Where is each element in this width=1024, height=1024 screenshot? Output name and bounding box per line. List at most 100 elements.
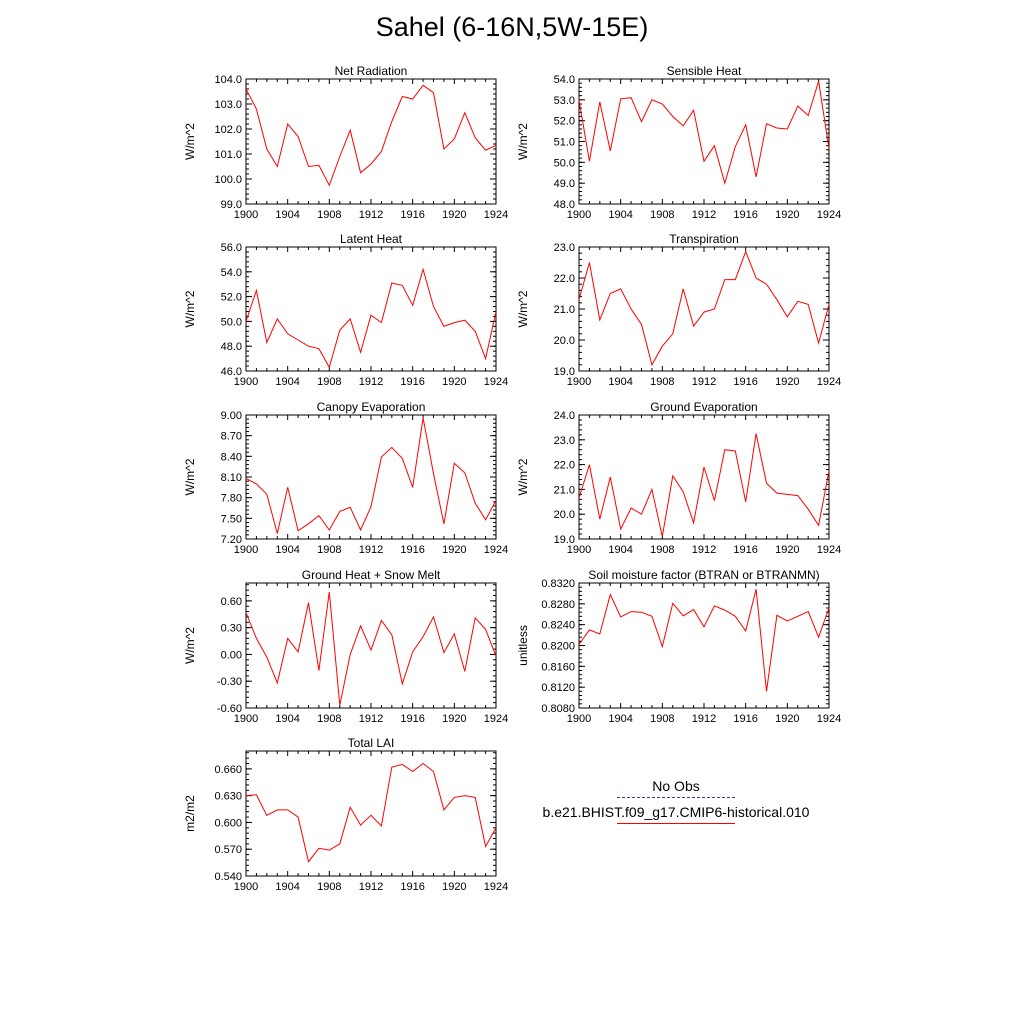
y-tick-label: 21.0 [554,304,575,316]
x-tick-label: 1924 [484,209,508,221]
y-tick-label: -0.60 [217,703,242,715]
series-line-1 [245,267,497,369]
y-tick-label: 0.540 [214,871,242,883]
y-tick-label: 0.8240 [541,620,575,632]
y-tick-label: 0.8080 [541,703,575,715]
y-tick-label: 9.00 [221,410,242,422]
series-line-1 [245,84,497,187]
series-line-1 [578,433,830,537]
y-tick-label: 49.0 [554,178,575,190]
x-tick-label: 1900 [234,376,258,388]
y-axis-label: W/m^2 [183,458,197,495]
y-tick-label: 50.0 [221,316,242,328]
y-tick-label: 0.8320 [541,578,575,590]
y-tick-label: 101.0 [214,149,242,161]
y-tick-label: 22.0 [554,273,575,285]
y-tick-label: 99.0 [221,199,242,211]
x-tick-label: 1912 [692,713,716,725]
x-tick-label: 1904 [608,209,632,221]
panel-title: Latent Heat [340,232,403,246]
x-tick-label: 1924 [484,713,508,725]
y-tick-label: 0.00 [221,649,242,661]
plot-frame [245,750,497,877]
y-tick-label: 50.0 [554,157,575,169]
x-tick-label: 1924 [817,544,841,556]
y-tick-label: 0.570 [214,844,242,856]
panel-7: Ground Heat + Snow Melt W/m^2 1900 1904 1908… [183,568,508,725]
y-tick-label: 54.0 [221,267,242,279]
panel-9: Total LAI m2/m2 1900 1904 1908 1912 1916 1920 19… [183,736,508,893]
y-tick-label: 0.600 [214,817,242,829]
x-tick-label: 1908 [317,209,341,221]
y-tick-label: 8.40 [221,451,242,463]
y-tick-label: 0.630 [214,791,242,803]
y-tick-label: 46.0 [221,366,242,378]
legend: No Obs b.e21.BHIST.f09_g17.CMIP6-histori… [520,778,832,830]
x-tick-label: 1900 [567,544,591,556]
plot-frame [578,246,830,372]
y-axis-label: W/m^2 [516,458,530,495]
x-tick-label: 1900 [567,713,591,725]
y-axis-label: W/m^2 [516,123,530,160]
x-tick-label: 1904 [275,881,299,893]
y-tick-label: 53.0 [554,95,575,107]
x-tick-label: 1916 [400,376,424,388]
x-tick-label: 1904 [275,376,299,388]
x-tick-label: 1900 [567,376,591,388]
legend-model-label: b.e21.BHIST.f09_g17.CMIP6-historical.010 [542,804,810,820]
x-tick-label: 1924 [817,376,841,388]
x-tick-label: 1916 [733,209,757,221]
x-tick-label: 1904 [608,713,632,725]
y-axis-label: W/m^2 [183,290,197,327]
y-axis-label: W/m^2 [183,627,197,664]
panel-1: Net Radiation W/m^2 1900 1904 1908 1912 1916 19… [183,64,508,221]
series-line-1 [578,80,830,186]
series-line-1 [245,762,497,863]
y-tick-label: 0.660 [214,764,242,776]
panel-title: Total LAI [348,736,395,750]
x-tick-label: 1924 [817,713,841,725]
plot-frame [578,582,830,709]
panel-4: Transpiration W/m^2 1900 1904 1908 1912 1916 19… [516,232,841,388]
y-tick-label: 20.0 [554,335,575,347]
y-tick-label: -0.30 [217,676,242,688]
x-tick-label: 1912 [692,376,716,388]
y-tick-label: 102.0 [214,124,242,136]
x-tick-label: 1924 [817,209,841,221]
y-tick-label: 7.50 [221,513,242,525]
panel-title: Ground Evaporation [650,400,757,414]
y-tick-label: 23.0 [554,242,575,254]
x-tick-label: 1908 [650,376,674,388]
y-tick-label: 19.0 [554,534,575,546]
y-tick-label: 103.0 [214,99,242,111]
x-tick-label: 1904 [275,209,299,221]
y-axis-label: m2/m2 [183,795,197,832]
x-tick-label: 1924 [484,544,508,556]
panel-6: Ground Evaporation W/m^2 1900 1904 1908 1912 1… [516,400,841,556]
x-tick-label: 1920 [442,713,466,725]
figure-title: Sahel (6-16N,5W-15E) [375,12,649,42]
panel-title: Ground Heat + Snow Melt [302,568,441,582]
x-tick-label: 1900 [567,209,591,221]
x-tick-label: 1912 [692,544,716,556]
x-tick-label: 1900 [234,713,258,725]
x-tick-label: 1916 [400,209,424,221]
y-tick-label: 19.0 [554,366,575,378]
legend-obs-label: No Obs [652,778,700,794]
series-line-1 [578,589,830,692]
panel-5: Canopy Evaporation W/m^2 1900 1904 1908 1912 1… [183,400,508,556]
y-tick-label: 52.0 [221,292,242,304]
x-tick-label: 1920 [442,209,466,221]
y-tick-label: 7.80 [221,493,242,505]
x-tick-label: 1908 [317,544,341,556]
panel-title: Canopy Evaporation [317,400,426,414]
x-tick-label: 1916 [733,544,757,556]
plot-frame [578,78,830,205]
y-tick-label: 0.8160 [541,661,575,673]
panel-title: Sensible Heat [667,64,742,78]
x-tick-label: 1908 [317,376,341,388]
x-tick-label: 1916 [733,713,757,725]
x-tick-label: 1908 [650,713,674,725]
x-tick-label: 1920 [775,209,799,221]
